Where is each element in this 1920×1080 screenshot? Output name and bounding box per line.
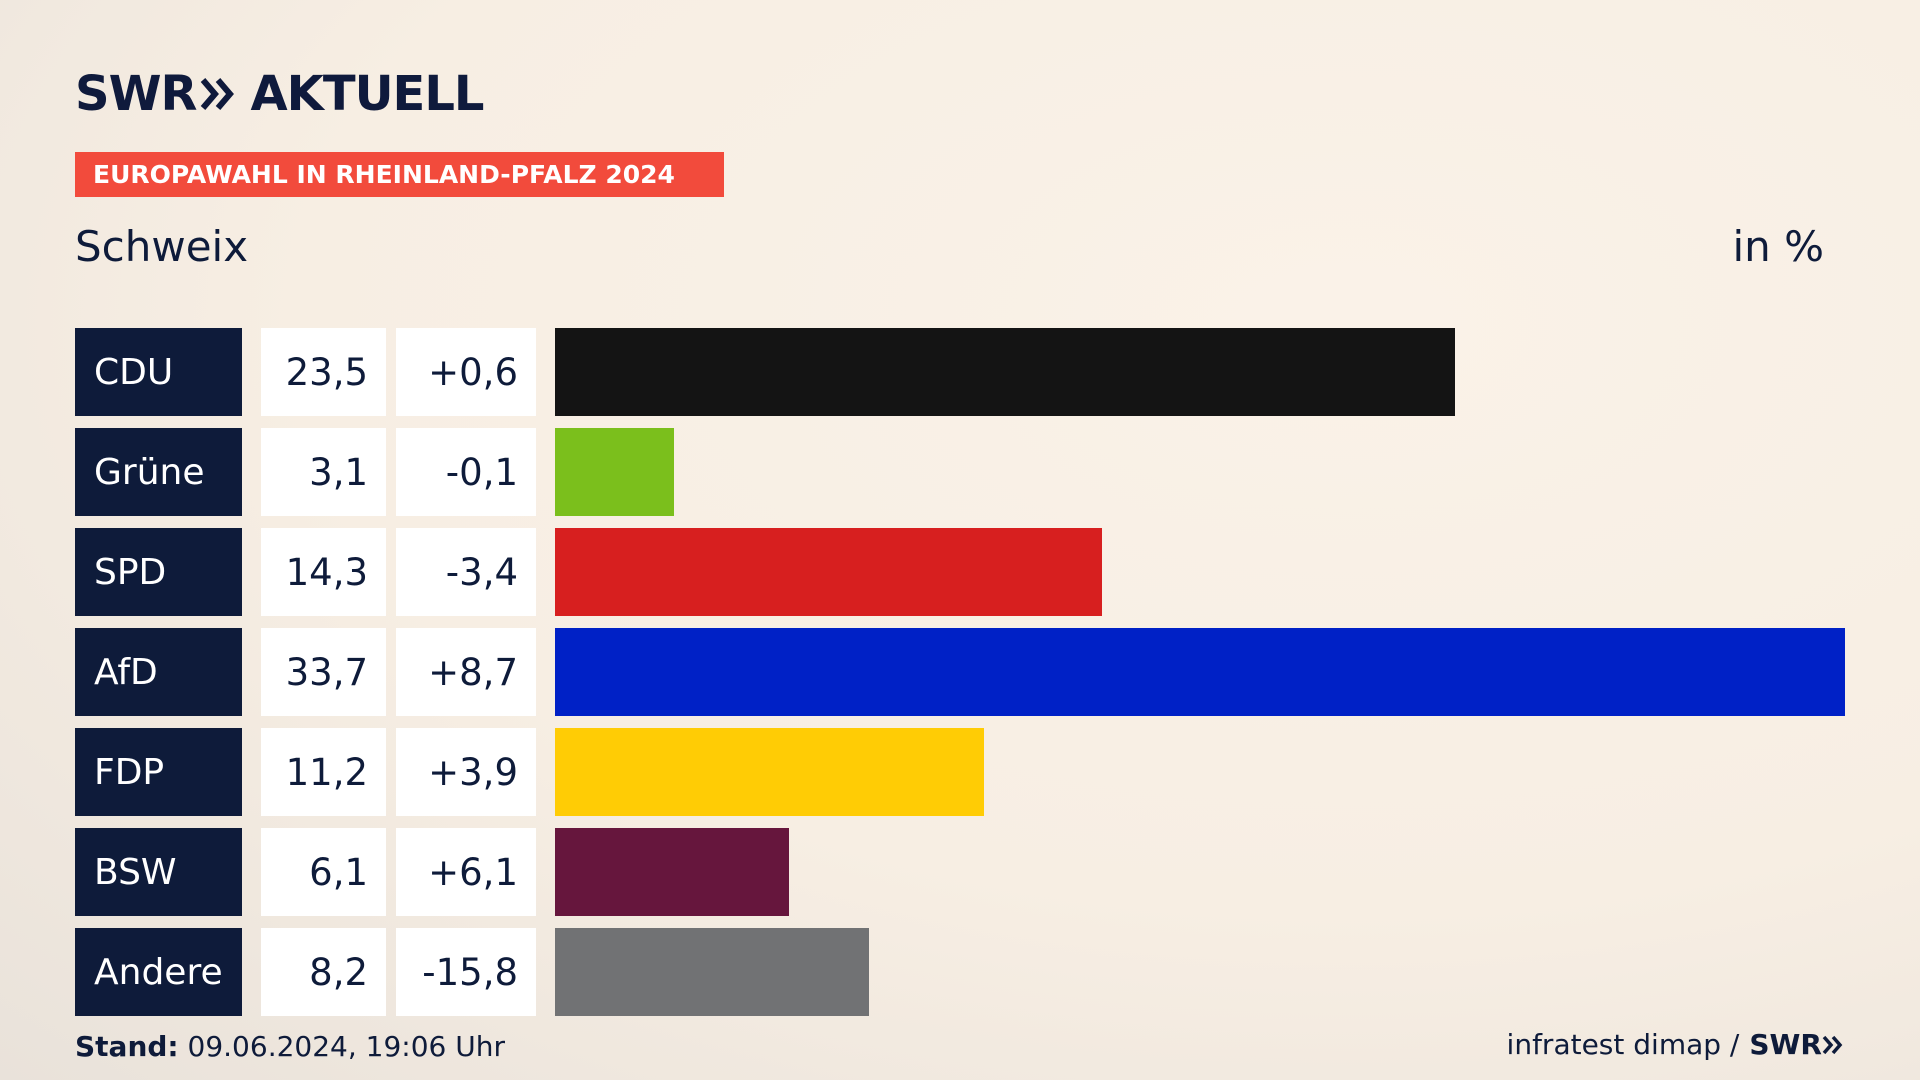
result-bar [555,828,789,916]
vote-change-value: -3,4 [396,528,536,616]
logo-aktuell-text: AKTUELL [250,66,484,122]
result-bar [555,328,1455,416]
source-credit: infratest dimap / SWR [1507,1028,1844,1061]
vote-share-value: 6,1 [261,828,386,916]
timestamp: Stand: 09.06.2024, 19:06 Uhr [75,1030,505,1063]
swr-small-text: SWR [1749,1028,1822,1061]
vote-change-value: +0,6 [396,328,536,416]
logo-swr-text: SWR [75,66,197,122]
result-row: FDP 11,2 +3,9 [75,728,1845,816]
result-bar [555,628,1845,716]
result-bar [555,928,869,1016]
party-label: Andere [75,928,242,1016]
vote-share-value: 33,7 [261,628,386,716]
vote-share-value: 8,2 [261,928,386,1016]
vote-change-value: +3,9 [396,728,536,816]
vote-share-value: 11,2 [261,728,386,816]
swr-aktuell-logo: SWR AKTUELL [75,66,485,122]
swr-small-logo: SWR [1749,1028,1844,1061]
party-label: SPD [75,528,242,616]
double-chevron-icon [200,77,236,111]
vote-share-value: 3,1 [261,428,386,516]
vote-change-value: -0,1 [396,428,536,516]
result-bar [555,528,1102,616]
vote-change-value: +8,7 [396,628,536,716]
result-bar [555,728,984,816]
result-row: AfD 33,7 +8,7 [75,628,1845,716]
party-label: BSW [75,828,242,916]
vote-change-value: +6,1 [396,828,536,916]
small-chevron-icon [1822,1035,1843,1054]
party-label: CDU [75,328,242,416]
result-row: BSW 6,1 +6,1 [75,828,1845,916]
vote-share-value: 14,3 [261,528,386,616]
party-label: AfD [75,628,242,716]
election-banner: EUROPAWAHL IN RHEINLAND-PFALZ 2024 [75,152,724,197]
result-bar [555,428,674,516]
result-row: Andere 8,2 -15,8 [75,928,1845,1016]
source-text: infratest dimap / [1506,1028,1740,1061]
result-row: CDU 23,5 +0,6 [75,328,1845,416]
result-row: Grüne 3,1 -0,1 [75,428,1845,516]
vote-share-value: 23,5 [261,328,386,416]
stand-label: Stand: [75,1030,179,1063]
party-label: FDP [75,728,242,816]
vote-change-value: -15,8 [396,928,536,1016]
party-label: Grüne [75,428,242,516]
stand-value: 09.06.2024, 19:06 Uhr [187,1030,505,1063]
result-row: SPD 14,3 -3,4 [75,528,1845,616]
unit-label: in % [1732,222,1824,271]
location-title: Schweix [75,222,249,271]
